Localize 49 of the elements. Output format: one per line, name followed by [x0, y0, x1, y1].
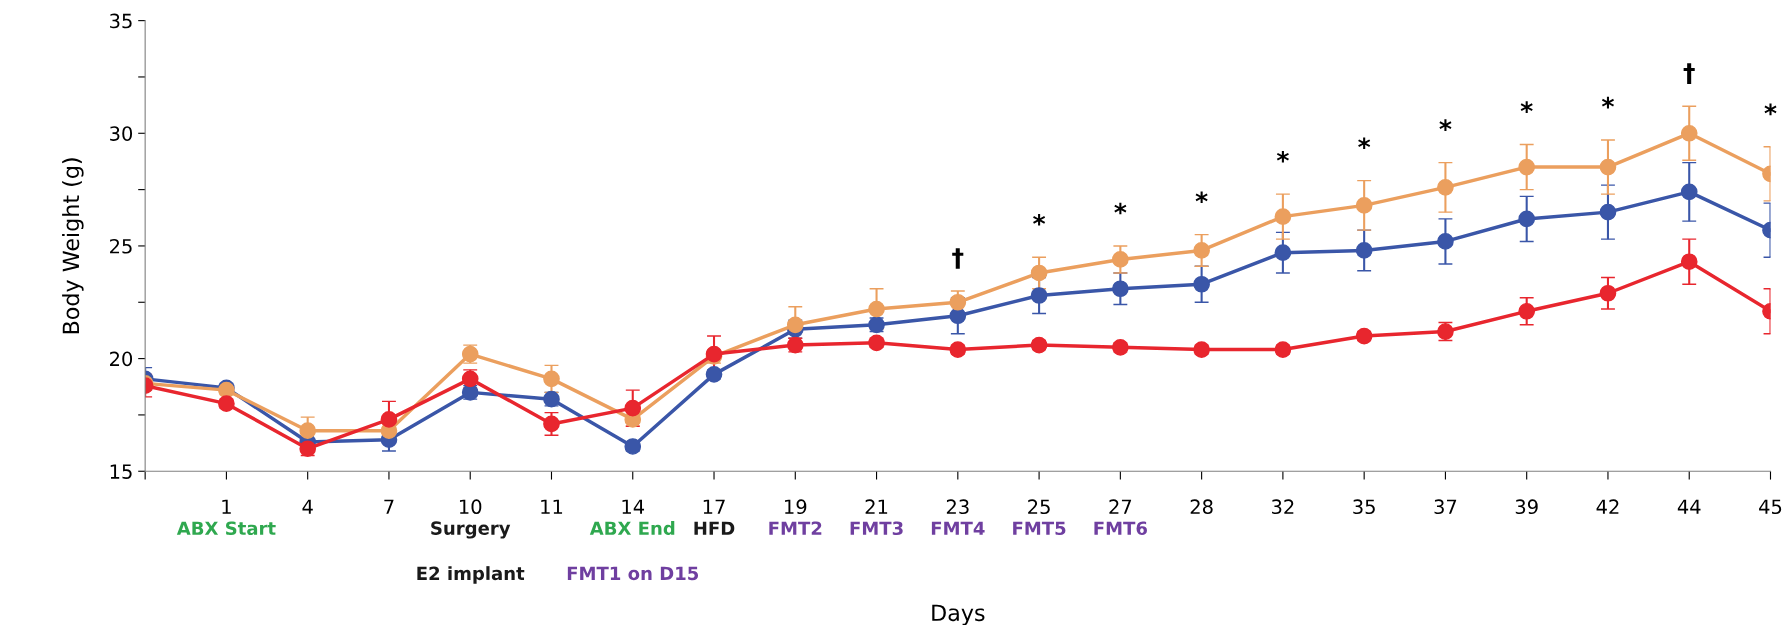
text: FMT3 [850, 521, 903, 536]
annotation: * [1520, 101, 1533, 113]
x-tick-label: 25 [1028, 499, 1050, 515]
x-tick-label: 32 [1272, 499, 1294, 515]
annotation: * [1358, 137, 1371, 150]
x-tick-label: 1 [222, 499, 231, 514]
text: FMT6 [1094, 521, 1147, 536]
x-tick-label: 28 [1190, 499, 1213, 515]
x-tick-label: 35 [1353, 499, 1375, 515]
annotation: * [1439, 119, 1452, 131]
x-tick-label: 27 [1109, 499, 1132, 514]
y-axis-title: Body Weight (g) [62, 158, 84, 334]
x-tick-label: 4 [302, 499, 313, 514]
annotation: † [1683, 63, 1695, 85]
text: FMT4 [931, 521, 985, 535]
text: FMT5 [1013, 521, 1066, 536]
text: HFD [694, 521, 735, 535]
y-tick-label: 35 [110, 13, 132, 29]
y-tick-label: 20 [110, 351, 133, 367]
y-tick-label: 25 [110, 238, 132, 254]
text: FMT2 [769, 521, 822, 535]
x-tick-label: 14 [622, 499, 645, 514]
annotation: * [1764, 103, 1777, 116]
x-tick-label: 44 [1677, 499, 1701, 514]
text: FMT1 on D15 [567, 566, 699, 581]
x-tick-label: 23 [946, 499, 969, 515]
x-tick-label: 10 [459, 499, 482, 515]
y-tick-label: 30 [110, 126, 133, 141]
text: Surgery [431, 521, 511, 539]
x-tick-label: 45 [1759, 499, 1782, 515]
annotation: * [1114, 202, 1127, 215]
x-tick-label: 17 [703, 499, 725, 514]
annotation: * [1033, 214, 1046, 226]
x-tick-label: 37 [1434, 499, 1457, 515]
x-tick-label: 7 [384, 499, 394, 514]
text: ABX End [589, 521, 675, 536]
y-tick-label: 15 [110, 464, 132, 479]
annotation: * [1195, 191, 1208, 204]
x-tick-label: 39 [1515, 499, 1538, 515]
annotation: † [952, 248, 964, 269]
text: ABX Start [176, 521, 276, 536]
annotation: * [1276, 150, 1289, 163]
text: E2 implant [417, 566, 525, 584]
x-tick-label: 19 [785, 499, 807, 515]
x-tick-label: 11 [541, 499, 563, 514]
x-tick-label: 21 [865, 499, 888, 514]
x-axis-title: Days [932, 604, 985, 625]
annotation: * [1601, 96, 1614, 109]
x-tick-label: 42 [1596, 499, 1619, 514]
